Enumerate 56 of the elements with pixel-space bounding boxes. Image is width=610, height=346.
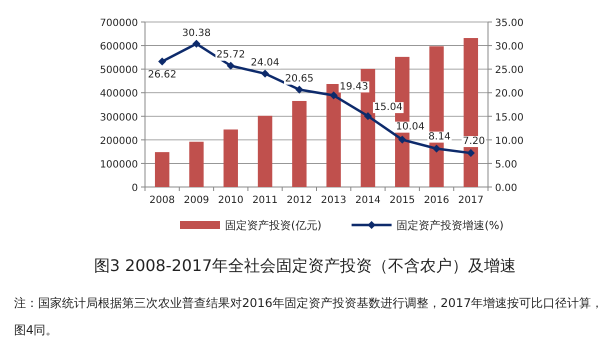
x-tick-label: 2008 xyxy=(149,195,175,206)
x-tick-label: 2014 xyxy=(355,195,381,206)
x-tick-label: 2015 xyxy=(390,195,415,206)
y-tick-label: 300000 xyxy=(100,112,138,124)
data-label: 8.14 xyxy=(428,132,451,143)
y2-tick-label: 35.00 xyxy=(495,18,524,29)
x-tick-label: 2012 xyxy=(286,195,312,206)
x-tick-label: 2013 xyxy=(320,195,346,206)
y-tick-label: 0 xyxy=(132,183,138,194)
text: 注：国家统计局根据第三次农业普查结果对2016年固定资产投资基数进行调整，2017年增速按可比口径计算，图4同。 xyxy=(14,295,604,339)
point xyxy=(330,91,338,100)
x-tick-label: 2011 xyxy=(252,195,278,206)
point xyxy=(261,70,270,78)
point xyxy=(466,149,475,158)
data-label: 25.72 xyxy=(216,50,246,61)
bar xyxy=(189,142,204,187)
point xyxy=(158,58,166,66)
bar xyxy=(258,116,272,187)
y-tick-label: 400000 xyxy=(100,88,138,100)
y-tick-label: 200000 xyxy=(100,136,138,147)
data-label: 30.38 xyxy=(182,28,211,39)
y-tick-label: 700000 xyxy=(100,18,138,29)
point xyxy=(226,62,235,70)
point xyxy=(432,144,441,153)
point xyxy=(364,112,372,120)
y-tick-label: 600000 xyxy=(100,42,138,53)
x-tick-label: 2009 xyxy=(184,195,210,206)
y2-tick-label: 30.00 xyxy=(495,42,524,53)
data-label: 7.20 xyxy=(462,136,485,148)
x-tick-label: 2016 xyxy=(424,195,450,206)
bar xyxy=(224,129,238,187)
data-label: 26.62 xyxy=(148,70,176,81)
legend-label: 固定资产投资(亿元) xyxy=(225,219,322,232)
y2-tick-label: 10.00 xyxy=(495,136,524,147)
y-tick-label: 500000 xyxy=(100,65,138,76)
y2-tick-label: 5.00 xyxy=(495,159,518,170)
data-label: 24.04 xyxy=(250,58,280,69)
x-tick-label: 2017 xyxy=(458,195,484,206)
bar xyxy=(154,152,170,187)
x-tick-label: 2010 xyxy=(218,195,244,206)
data-label: 19.43 xyxy=(340,81,368,92)
y-tick-label: 100000 xyxy=(100,159,138,170)
y2-tick-label: 25.00 xyxy=(495,65,524,76)
y2-tick-label: 15.00 xyxy=(495,112,524,124)
point xyxy=(192,40,200,48)
bar xyxy=(292,100,307,187)
point xyxy=(398,136,406,144)
legend-label: 固定资产投资增速(%) xyxy=(396,219,504,232)
text: 图3 2008-2017年全社会固定资产投资（不含农户）及增速 xyxy=(92,256,518,277)
data-label: 20.65 xyxy=(285,74,314,85)
bar xyxy=(326,84,341,187)
data-label: 10.04 xyxy=(396,122,425,133)
y2-tick-label: 20.00 xyxy=(495,88,524,100)
y2-tick-label: 0.00 xyxy=(495,183,518,194)
point xyxy=(295,86,304,94)
data-label: 15.04 xyxy=(374,102,403,114)
